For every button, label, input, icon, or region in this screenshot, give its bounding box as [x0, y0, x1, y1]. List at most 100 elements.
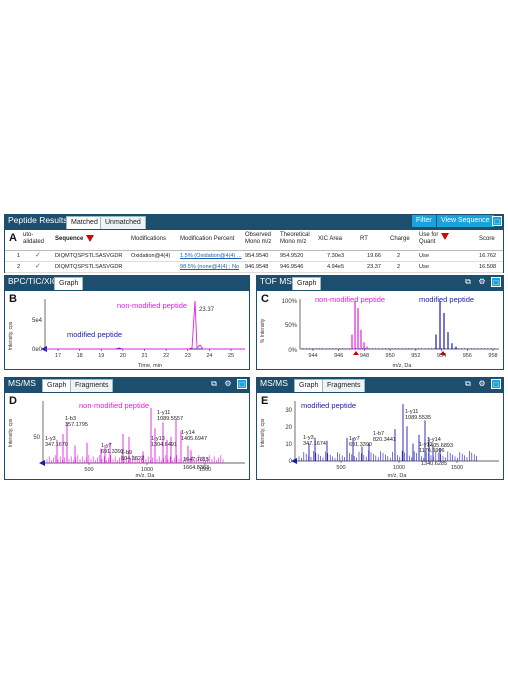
mz-label: 347.1674 — [303, 441, 326, 447]
peak-label: 23.37 — [199, 307, 215, 313]
ion-label: 1-y14 — [427, 437, 441, 443]
ion-label: 1-y11 — [157, 410, 170, 416]
cell-modifications: Oxidation@4(4) — [131, 253, 171, 259]
copy-icon[interactable]: ⧉ — [465, 379, 471, 388]
msms-d-header: MS/MS Graph Fragments ⧉ ⚙ □ — [4, 377, 250, 393]
col-autovalidated[interactable]: uto-alidated — [23, 232, 45, 245]
x-tick: 500 — [84, 467, 93, 473]
x-tick: 948 — [360, 353, 369, 359]
col-modifications[interactable]: Modifications — [131, 236, 167, 242]
tab-graph[interactable]: Graph — [292, 277, 322, 291]
cell-theoretical: 954.9520 — [280, 253, 304, 259]
ion-label: 1-b7 — [373, 431, 384, 437]
col-theoretical[interactable]: Theoretical Mono m/z — [280, 232, 310, 245]
msms-e-panel: E Intensity, cps 30 20 10 0 modified pep… — [256, 392, 504, 480]
window-icon[interactable]: □ — [492, 216, 502, 226]
tab-fragments[interactable]: Fragments — [70, 379, 114, 393]
msms-e-chart[interactable]: Intensity, cps 30 20 10 0 modified pepti… — [257, 393, 503, 479]
unmod-trace — [45, 300, 245, 350]
ion-label: 1-b9 — [121, 450, 132, 456]
tab-graph[interactable]: Graph — [42, 379, 72, 393]
range-arrow-icon — [41, 346, 47, 352]
x-tick: 24 — [206, 353, 212, 359]
msms-d-panel: D Intensity, cps 50 non-modified peptide… — [4, 392, 250, 480]
panel-letter-b: B — [9, 293, 17, 305]
table-row[interactable]: 1 ✓ DIQMTQSPSTLSASVGDR Oxidation@4(4) 1.5% (… — [5, 251, 503, 262]
tab-fragments[interactable]: Fragments — [322, 379, 366, 393]
cell-rt: 23.37 — [367, 264, 381, 270]
col-score[interactable]: Score — [479, 236, 495, 242]
tab-matched[interactable]: Matched — [66, 216, 103, 230]
filter-funnel-icon[interactable] — [441, 233, 449, 240]
mz-label: 1647.7815 — [183, 457, 209, 463]
table-row[interactable]: 2 ✓ DIQMTQSPSTLSASVGDR 98.5% (none@4(4) ; N… — [5, 262, 503, 273]
ion-label: 1-y3 — [45, 436, 56, 442]
cell-n: 1 — [17, 253, 21, 259]
table-header-row: uto-alidated Sequence Modifications Modi… — [5, 230, 503, 251]
gear-icon[interactable]: ⚙ — [478, 379, 486, 388]
msms-d-title: MS/MS — [8, 378, 36, 388]
x-tick: 1000 — [141, 467, 153, 473]
label-modified: modified peptide — [301, 401, 356, 410]
mz-label: 1340.6285 — [421, 461, 447, 467]
x-axis-label: Time, min — [138, 363, 162, 369]
mz-label: 347.1670 — [45, 442, 68, 448]
marker-arrow-icon — [353, 351, 359, 355]
panel-letter-c: C — [261, 293, 269, 305]
tofms-chart[interactable]: % Intensity 100% 50% 0% non-modified pep… — [257, 291, 503, 369]
window-icon[interactable]: □ — [237, 379, 247, 389]
window-icon[interactable]: □ — [491, 379, 501, 389]
y-tick: 10 — [285, 442, 292, 448]
bpc-chart[interactable]: Intensity, cps 5e4 0e0 23.37 non-modifie… — [5, 291, 249, 369]
cell-quant: Use — [419, 264, 429, 270]
col-charge[interactable]: Charge — [390, 236, 410, 242]
checkmark-icon[interactable]: ✓ — [35, 263, 41, 270]
cell-sequence: DIQMTQSPSTLSASVGDR — [55, 253, 123, 259]
view-sequence-button[interactable]: View Sequence — [437, 215, 494, 227]
x-tick: 17 — [55, 353, 61, 359]
x-tick: 954 — [437, 353, 446, 359]
gear-icon[interactable]: ⚙ — [224, 379, 232, 388]
x-tick: 18 — [77, 353, 83, 359]
filter-button[interactable]: Filter — [412, 215, 436, 227]
y-axis-label: Intensity, cps — [8, 418, 14, 447]
bpc-panel-header: BPC/TIC/XIC Graph — [4, 275, 250, 291]
tab-graph[interactable]: Graph — [294, 379, 324, 393]
x-tick: 944 — [308, 353, 317, 359]
col-sequence[interactable]: Sequence — [55, 236, 84, 242]
y-tick: 50% — [285, 323, 298, 329]
tab-graph[interactable]: Graph — [54, 277, 84, 291]
cell-xic: 4.94e5 — [327, 264, 345, 270]
copy-icon[interactable]: ⧉ — [211, 379, 217, 388]
y-tick: 0% — [288, 348, 297, 354]
tofms-panel-header: TOF MS Graph ⧉ ⚙ □ — [256, 275, 504, 291]
peptide-results-header: Peptide Results Matched Unmatched Filter… — [4, 214, 504, 230]
ion-label: 1-y7 — [349, 436, 360, 442]
gear-icon[interactable]: ⚙ — [478, 277, 486, 286]
bpc-title: BPC/TIC/XIC — [8, 276, 59, 286]
x-tick: 21 — [141, 353, 147, 359]
y-tick: 30 — [285, 408, 292, 414]
cell-mod-percent[interactable]: 1.5% (Oxidation@4(4) ... — [180, 253, 242, 259]
cell-quant: Use — [419, 253, 429, 259]
col-rt[interactable]: RT — [360, 236, 368, 242]
copy-icon[interactable]: ⧉ — [465, 277, 471, 286]
panel-letter-a: A — [9, 232, 17, 244]
filter-funnel-icon[interactable] — [86, 235, 94, 242]
mz-label: 691.3390 — [349, 442, 372, 448]
checkmark-icon[interactable]: ✓ — [35, 252, 41, 259]
msms-d-chart[interactable]: Intensity, cps 50 non-modified peptide 1… — [5, 393, 249, 479]
col-mod-percent[interactable]: Modification Percent — [180, 236, 235, 242]
col-xic[interactable]: XIC Area — [318, 236, 343, 242]
tab-unmatched[interactable]: Unmatched — [100, 216, 146, 230]
marker-arrow-icon — [440, 351, 446, 355]
x-tick: 25 — [228, 353, 234, 359]
col-observed[interactable]: Observed Mono m/z — [245, 232, 272, 245]
window-icon[interactable]: □ — [491, 277, 501, 287]
ion-label: 1-y7 — [101, 443, 112, 449]
y-axis-label: Intensity, cps — [260, 418, 266, 447]
cell-mod-percent[interactable]: 98.5% (none@4(4) ; No — [180, 264, 240, 270]
col-quant[interactable]: Use for Quant — [419, 232, 439, 245]
cell-charge: 2 — [397, 253, 401, 259]
tofms-chart-panel: C % Intensity 100% 50% 0% non-modified p… — [256, 290, 504, 370]
